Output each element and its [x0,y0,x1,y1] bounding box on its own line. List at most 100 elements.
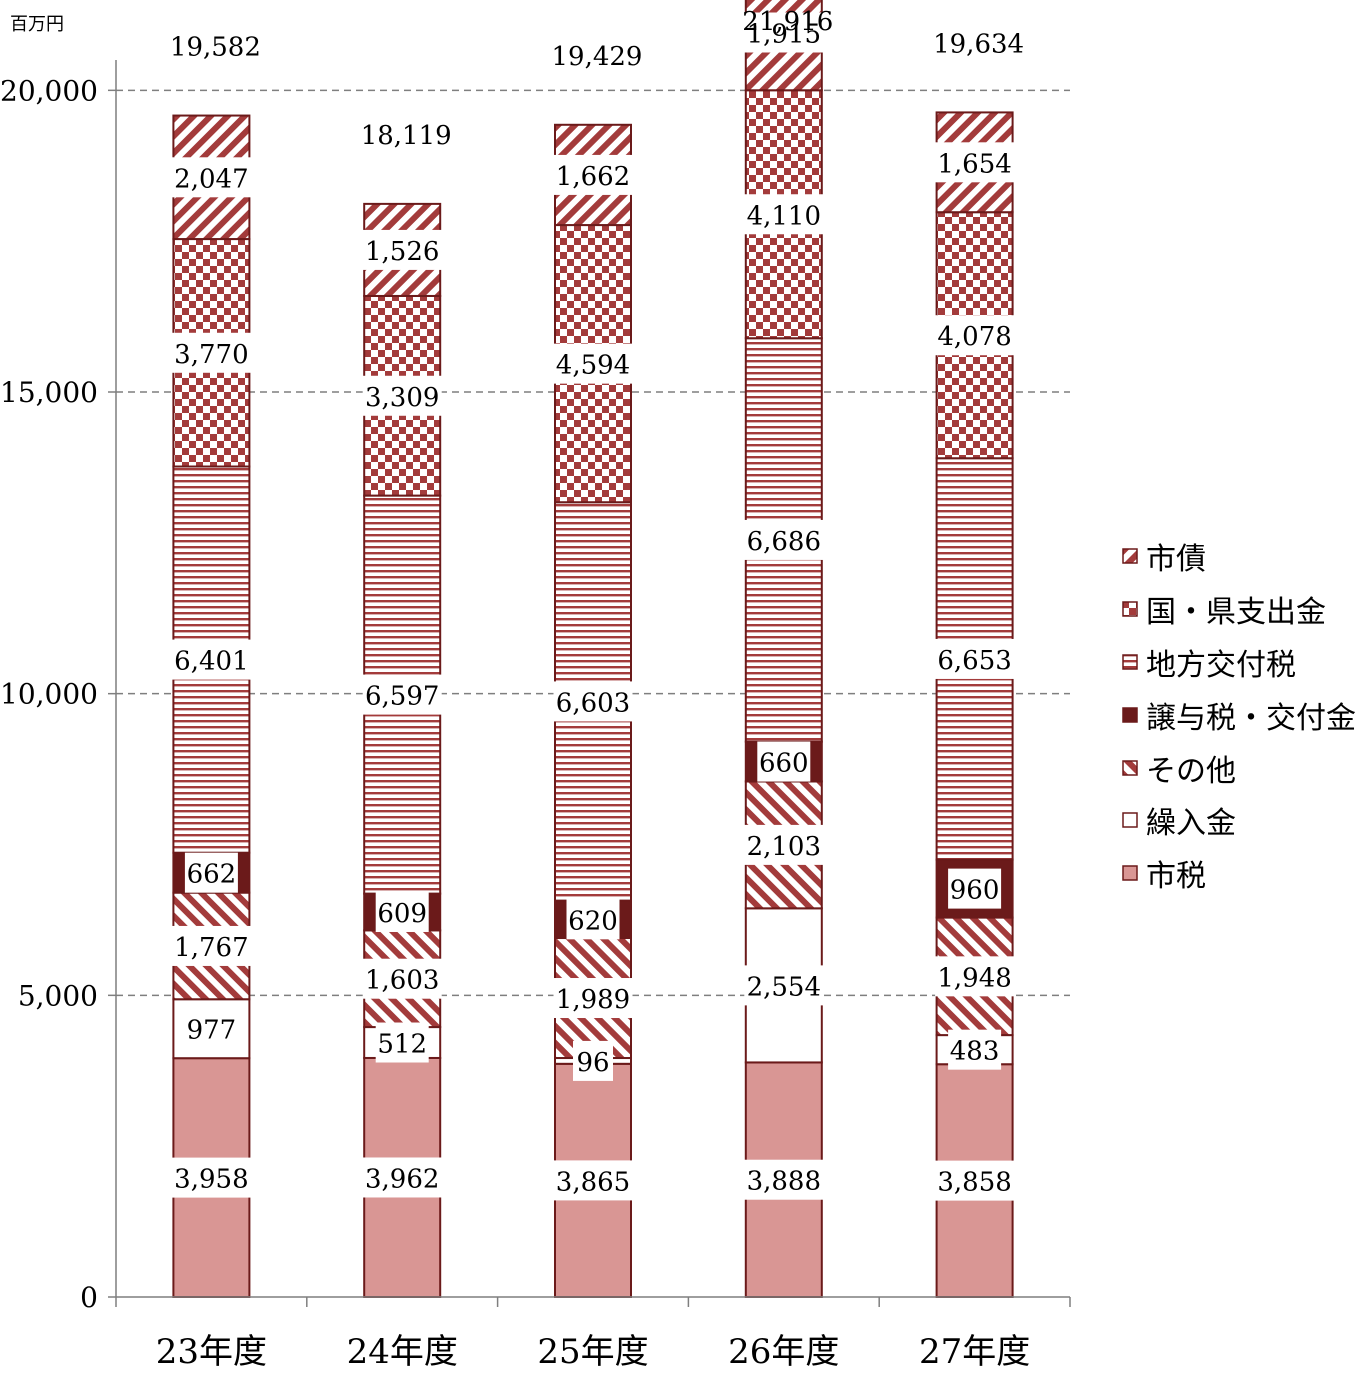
data-label-bg [171,639,251,680]
data-label: 1,662 [556,162,630,192]
legend-item: 市債 [1122,530,1356,583]
legend-label: 繰入金 [1146,806,1236,842]
data-label: 662 [187,860,237,890]
data-label-bg [184,852,238,893]
legend-swatch [1122,548,1138,565]
x-tick-label: 24年度 [347,1332,458,1372]
data-label-bg [573,1040,613,1081]
legend-item: 国・県支出金 [1122,583,1356,636]
data-label: 977 [187,1016,237,1046]
total-label: 21,916 [742,7,833,37]
data-label-bg [744,965,824,1006]
legend-label: 市税 [1146,859,1206,895]
data-label-bg [375,891,429,932]
data-label-bg [171,1157,251,1198]
total-label: 18,119 [361,121,452,151]
data-label-bg [171,157,251,198]
data-label-bg [757,741,811,782]
data-label: 620 [568,906,618,936]
x-tick-label: 27年度 [919,1332,1030,1372]
data-label-bg [935,638,1015,679]
data-label-bg [553,1160,633,1201]
legend-swatch [1122,654,1138,670]
data-label-bg [948,868,1002,909]
y-tick-label: 15,000 [0,376,98,409]
data-label: 3,958 [174,1165,248,1195]
data-labels: 3,958 977 1,767 662 6,401 3,770 2,047 19,582 3,9… [170,7,1024,1201]
legend-item: 譲与税・交付金 [1122,688,1356,741]
data-label-bg [553,154,633,195]
data-label: 1,989 [556,985,630,1015]
data-label-bg [362,958,442,999]
x-tick-label: 26年度 [728,1332,839,1372]
data-label-bg [566,899,620,940]
data-label-bg [948,1029,1002,1070]
unit-label: 百万円 [10,14,64,35]
legend-swatch [1122,865,1138,881]
data-label: 3,309 [365,383,439,413]
data-label-bg [744,824,824,865]
data-label: 2,554 [747,972,821,1002]
data-label-bg [375,1022,429,1063]
legend-item: 地方交付税 [1122,636,1356,689]
legend-label: 譲与税・交付金 [1146,700,1356,736]
data-label: 1,915 [747,20,821,50]
data-label-bg [362,229,442,270]
legend-label: 市債 [1146,542,1206,578]
data-label-bg [553,343,633,384]
legend-swatch [1122,601,1138,617]
data-label: 2,103 [747,832,821,862]
total-label: 19,582 [170,33,261,63]
data-label-bg [362,1157,442,1198]
data-label: 960 [950,876,1000,906]
data-label: 609 [377,899,427,929]
data-label: 512 [377,1030,427,1060]
y-tick-label: 5,000 [18,979,98,1012]
legend-swatch [1122,707,1138,723]
data-label: 1,526 [365,237,439,267]
legend-item: 市税 [1122,847,1356,900]
legend-item: その他 [1122,741,1356,794]
data-label-bg [553,978,633,1019]
data-label-bg [935,1160,1015,1201]
y-tick-label: 20,000 [0,74,98,107]
data-label: 6,401 [174,647,248,677]
data-label: 4,110 [747,201,821,231]
legend-item: 繰入金 [1122,794,1356,847]
legend-label: 地方交付税 [1146,647,1296,683]
legend: 市債国・県支出金地方交付税譲与税・交付金 その他繰入金市税 [1122,530,1356,900]
data-label: 6,603 [556,688,630,718]
axes: 0 5,000 10,000 15,000 20,000 23年度 24年度 25年度 26年度… [0,60,1071,1372]
legend-swatch [1122,812,1138,829]
legend-label: その他 [1146,753,1236,789]
data-label-bg [744,194,824,235]
data-label-bg [553,681,633,722]
data-label-bg [935,956,1015,997]
x-tick-label: 23年度 [156,1332,267,1372]
data-label: 2,047 [174,164,248,194]
data-label: 3,865 [556,1167,630,1197]
data-label: 1,948 [937,963,1011,993]
total-label: 19,429 [552,42,643,72]
data-label-bg [935,315,1015,356]
data-label: 96 [576,1048,609,1078]
data-label-bg [362,674,442,715]
data-label: 4,078 [937,322,1011,352]
data-label-bg [744,12,824,53]
data-label: 1,654 [937,149,1011,179]
total-label: 19,634 [933,29,1024,59]
data-label: 6,653 [937,646,1011,676]
data-label-bg [935,142,1015,183]
data-label-bg [184,1008,238,1049]
data-label: 1,767 [174,933,248,963]
x-tick-label: 25年度 [537,1332,648,1372]
data-label: 483 [950,1037,1000,1067]
data-label: 4,594 [556,351,630,381]
legend-swatch [1122,759,1138,776]
data-label: 3,770 [174,340,248,370]
data-label: 660 [759,749,809,779]
data-label: 3,858 [937,1168,1011,1198]
data-label: 6,686 [747,527,821,557]
data-label: 3,962 [365,1164,439,1194]
